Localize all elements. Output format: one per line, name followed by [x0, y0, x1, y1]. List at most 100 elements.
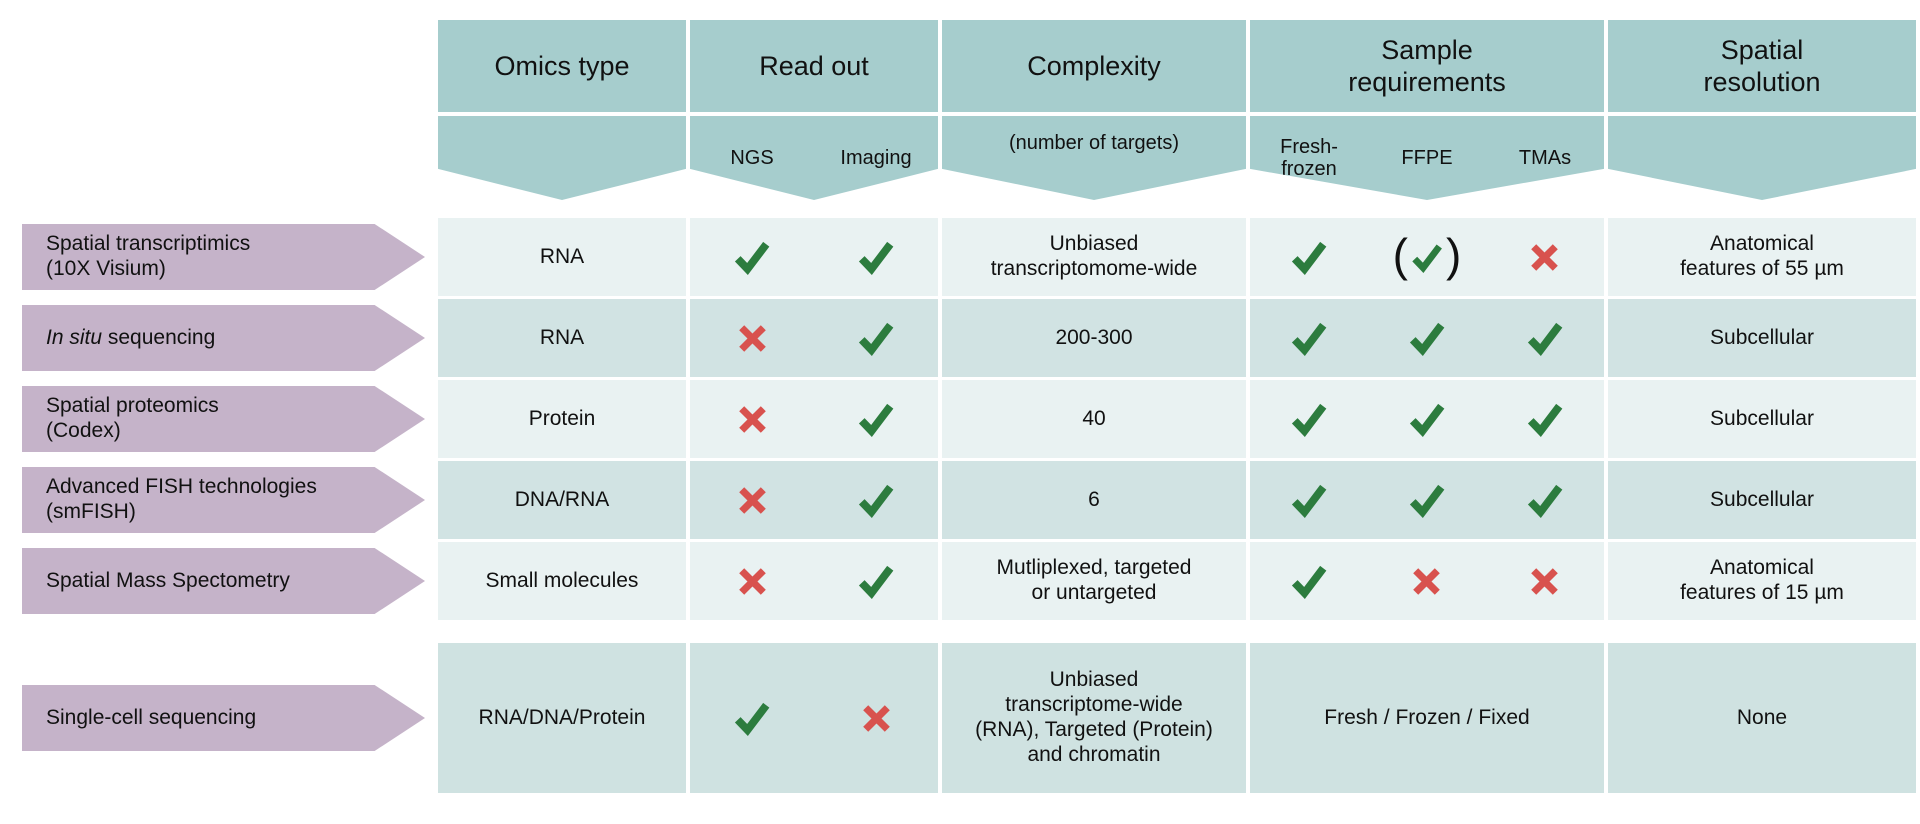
check-parenthesized-icon: () [1368, 229, 1486, 281]
cell-omics: RNA/DNA/Protein [438, 643, 686, 793]
check-icon [814, 401, 938, 437]
cell-sample: () [1250, 218, 1604, 296]
cell-text: 200-300 [1055, 325, 1133, 349]
check-icon [814, 320, 938, 356]
paren-close: ) [1445, 229, 1462, 281]
cell-text: Unbiased transcriptomome-wide [990, 232, 1198, 280]
row-label-text: In situ sequencing [46, 326, 425, 351]
cell-text: Subcellular [1710, 406, 1814, 430]
cell-omics: RNA [438, 299, 686, 377]
check-icon [1368, 320, 1486, 356]
check-icon [1368, 401, 1486, 437]
row-label-spatial-mass-spectrometry: Spatial Mass Spectometry [22, 548, 425, 614]
cell-complexity: 200-300 [942, 299, 1246, 377]
cell-text: RNA [539, 244, 585, 268]
cell-text: RNA [539, 325, 585, 349]
cell-sample [1250, 299, 1604, 377]
subheader-fresh-frozen: Fresh- frozen [1280, 136, 1338, 180]
cell-sample [1250, 542, 1604, 620]
check-icon [1250, 482, 1368, 518]
cell-omics: DNA/RNA [438, 461, 686, 539]
cell-text: Protein [528, 406, 596, 430]
x-icon [690, 565, 814, 598]
row-label-text: Spatial Mass Spectometry [46, 568, 290, 592]
cell-text: Anatomical features of 55 µm [1680, 232, 1844, 280]
row-label-text: Advanced FISH technologies (smFISH) [46, 475, 317, 523]
cell-text: Anatomical features of 15 µm [1680, 556, 1844, 604]
x-icon [690, 484, 814, 517]
cell-complexity: Unbiased transcriptome-wide (RNA), Targe… [942, 643, 1246, 793]
row-label-in-situ-sequencing: In situ sequencing [22, 305, 425, 371]
cell-text: Unbiased transcriptome-wide (RNA), Targe… [975, 668, 1213, 766]
subheader-ffpe: FFPE [1401, 147, 1453, 169]
cell-readout [690, 218, 938, 296]
cell-sample [1250, 461, 1604, 539]
cell-complexity: 40 [942, 380, 1246, 458]
header-spatial-resolution: Spatial resolution [1608, 20, 1916, 112]
subheader-omics-type [438, 116, 686, 200]
cell-text: DNA/RNA [514, 487, 610, 511]
cell-readout [690, 643, 938, 793]
cell-complexity: 6 [942, 461, 1246, 539]
cell-complexity: Unbiased transcriptomome-wide [942, 218, 1246, 296]
cell-omics: Protein [438, 380, 686, 458]
row-label-italic: In situ [46, 325, 103, 349]
check-icon [1250, 401, 1368, 437]
cell-readout [690, 542, 938, 620]
header-sample-requirements: Sample requirements [1250, 20, 1604, 112]
header-title: Spatial resolution [1703, 34, 1821, 97]
subheader-ngs: NGS [730, 147, 774, 169]
cell-readout [690, 380, 938, 458]
header-read-out: Read out [690, 20, 938, 112]
row-label-text: Single-cell sequencing [46, 705, 257, 729]
header-complexity: Complexity [942, 20, 1246, 112]
cell-text: Subcellular [1710, 487, 1814, 511]
subheader-read-out: NGS Imaging [690, 116, 938, 200]
header-title: Omics type [494, 50, 630, 81]
subheader-imaging: Imaging [840, 147, 912, 169]
cell-omics: RNA [438, 218, 686, 296]
row-label-spatial-proteomics: Spatial proteomics (Codex) [22, 386, 425, 452]
cell-text: Fresh / Frozen / Fixed [1324, 705, 1530, 729]
x-icon [690, 322, 814, 355]
subheader-label: (number of targets) [1008, 131, 1180, 154]
row-label-text: Spatial transcriptimics (10X Visium) [46, 232, 251, 280]
check-icon [1486, 320, 1604, 356]
cell-resolution: Subcellular [1608, 380, 1916, 458]
paren-open: ( [1392, 229, 1408, 281]
cell-resolution: Anatomical features of 15 µm [1608, 542, 1916, 620]
cell-text: Subcellular [1710, 325, 1814, 349]
row-label-rest: sequencing [102, 325, 216, 349]
header-title: Sample requirements [1348, 34, 1506, 97]
check-icon [814, 482, 938, 518]
cell-text: Small molecules [485, 568, 639, 592]
cell-readout [690, 461, 938, 539]
x-icon [814, 702, 938, 735]
row-label-spatial-transcriptomics: Spatial transcriptimics (10X Visium) [22, 224, 425, 290]
check-icon [690, 239, 814, 275]
cell-resolution: Subcellular [1608, 299, 1916, 377]
header-omics-type: Omics type [438, 20, 686, 112]
row-label-text: Spatial proteomics (Codex) [46, 394, 219, 442]
header-title: Read out [759, 50, 869, 81]
cell-text: 40 [1082, 406, 1106, 430]
cell-text: RNA/DNA/Protein [478, 705, 646, 729]
check-icon [1486, 401, 1604, 437]
subheader-spatial-resolution [1608, 116, 1916, 200]
cell-resolution: Anatomical features of 55 µm [1608, 218, 1916, 296]
cell-readout [690, 299, 938, 377]
cell-text: 6 [1088, 487, 1100, 511]
header-title: Complexity [1027, 50, 1161, 81]
check-icon [690, 700, 814, 736]
cell-sample [1250, 380, 1604, 458]
check-icon [1250, 239, 1368, 275]
subheader-tmas: TMAs [1518, 147, 1572, 169]
cell-text: Mutliplexed, targeted or untargeted [996, 556, 1192, 604]
cell-text: None [1736, 705, 1788, 729]
cell-sample: Fresh / Frozen / Fixed [1250, 643, 1604, 793]
check-icon [1250, 320, 1368, 356]
cell-complexity: Mutliplexed, targeted or untargeted [942, 542, 1246, 620]
check-icon [1486, 482, 1604, 518]
subheader-complexity: (number of targets) [942, 116, 1246, 200]
